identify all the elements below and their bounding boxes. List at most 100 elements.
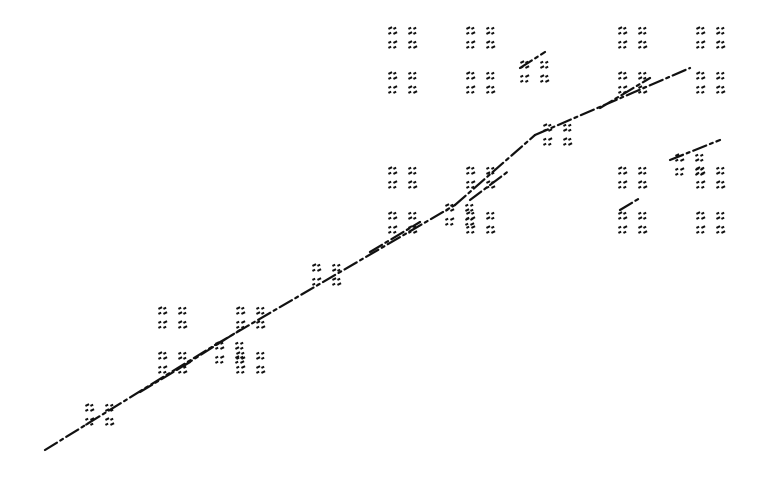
dot-mark — [162, 370, 167, 374]
dot-cell — [637, 40, 648, 49]
dot-mark — [470, 222, 475, 226]
dot-mark — [700, 158, 704, 162]
block-quad — [157, 306, 266, 374]
cell-block — [465, 71, 496, 94]
diagonal-trunk-lines — [43, 50, 722, 452]
dot-mark — [471, 71, 475, 75]
dot-mark — [236, 356, 240, 360]
dot-mark — [701, 40, 706, 44]
dot-cell — [465, 40, 476, 49]
dot-mark — [412, 225, 417, 229]
dot-mark — [470, 203, 474, 207]
dot-mark — [408, 180, 413, 184]
dot-cell — [408, 85, 418, 94]
dot-cell — [695, 153, 704, 162]
dot-cell — [255, 306, 265, 315]
dot-mark — [214, 341, 220, 345]
dot-mark — [466, 230, 470, 234]
dot-cell — [485, 180, 496, 189]
dot-mark — [701, 180, 706, 184]
dot-cell — [617, 71, 628, 80]
dot-mark — [408, 211, 412, 215]
dot-mark — [408, 185, 412, 189]
dot-mark — [393, 180, 398, 184]
dot-mark — [157, 351, 163, 355]
dot-mark — [716, 185, 720, 189]
dot-cell — [637, 85, 648, 94]
dot-mark — [234, 355, 240, 359]
dot-mark — [485, 180, 491, 184]
dot-mark — [700, 153, 704, 157]
dot-mark — [471, 180, 476, 184]
dot-mark — [563, 123, 567, 127]
dot-mark — [696, 85, 700, 89]
dot-mark — [491, 211, 495, 215]
dot-cell — [540, 60, 549, 69]
cell-block — [519, 60, 550, 83]
dot-mark — [643, 216, 647, 220]
dot-cell — [696, 26, 706, 35]
dot-mark — [163, 356, 168, 360]
cell-block — [465, 211, 496, 234]
dot-mark — [182, 311, 187, 315]
dot-mark — [388, 230, 392, 234]
dot-mark — [680, 167, 685, 171]
dot-mark — [388, 185, 392, 189]
dot-mark — [413, 166, 417, 170]
dot-mark — [675, 158, 679, 162]
dot-mark — [471, 45, 475, 49]
dot-mark — [388, 45, 392, 49]
cell-block — [214, 341, 245, 364]
dot-cell — [637, 180, 648, 189]
dot-cell — [388, 166, 398, 175]
dot-mark — [214, 360, 219, 364]
dot-cell — [716, 40, 726, 49]
dot-mark — [412, 85, 417, 89]
dot-cell — [388, 71, 398, 80]
dot-cell — [465, 71, 476, 80]
dot-mark — [623, 216, 628, 220]
dot-mark — [177, 370, 182, 374]
block-quad — [617, 166, 726, 234]
dot-mark — [388, 85, 392, 89]
dot-mark — [317, 263, 321, 267]
trunk-segment — [668, 138, 722, 162]
dot-mark — [675, 153, 680, 157]
dot-mark — [256, 325, 260, 329]
dot-cell — [617, 180, 628, 189]
dot-mark — [177, 320, 183, 324]
cell-block — [388, 166, 418, 189]
dot-mark — [337, 263, 341, 267]
dot-mark — [545, 60, 549, 64]
dot-mark — [388, 26, 393, 30]
dot-mark — [545, 79, 550, 83]
dot-cell — [105, 417, 115, 426]
junction-knot — [675, 153, 705, 176]
dot-cell — [716, 180, 726, 189]
dot-mark — [466, 71, 471, 75]
dot-mark — [638, 230, 642, 234]
dot-mark — [721, 90, 726, 94]
dot-cell — [445, 203, 455, 212]
dot-mark — [617, 71, 623, 75]
dot-mark — [261, 370, 266, 374]
dot-cell — [520, 74, 530, 83]
dot-mark — [623, 31, 628, 35]
dot-mark — [696, 211, 701, 215]
dot-cell — [716, 26, 725, 35]
dot-cell — [617, 40, 628, 49]
dot-mark — [450, 217, 455, 221]
dot-mark — [183, 365, 187, 369]
cell-block — [157, 306, 188, 329]
dot-mark — [408, 85, 413, 89]
dot-mark — [449, 222, 454, 226]
dot-cell — [388, 180, 398, 189]
dot-mark — [643, 26, 647, 30]
dot-mark — [312, 263, 317, 267]
trunk-segment — [43, 343, 217, 452]
dot-cell — [485, 71, 495, 80]
dot-mark — [465, 225, 470, 229]
dot-mark — [393, 166, 397, 170]
dot-mark — [486, 31, 491, 35]
dot-cell — [465, 26, 476, 35]
